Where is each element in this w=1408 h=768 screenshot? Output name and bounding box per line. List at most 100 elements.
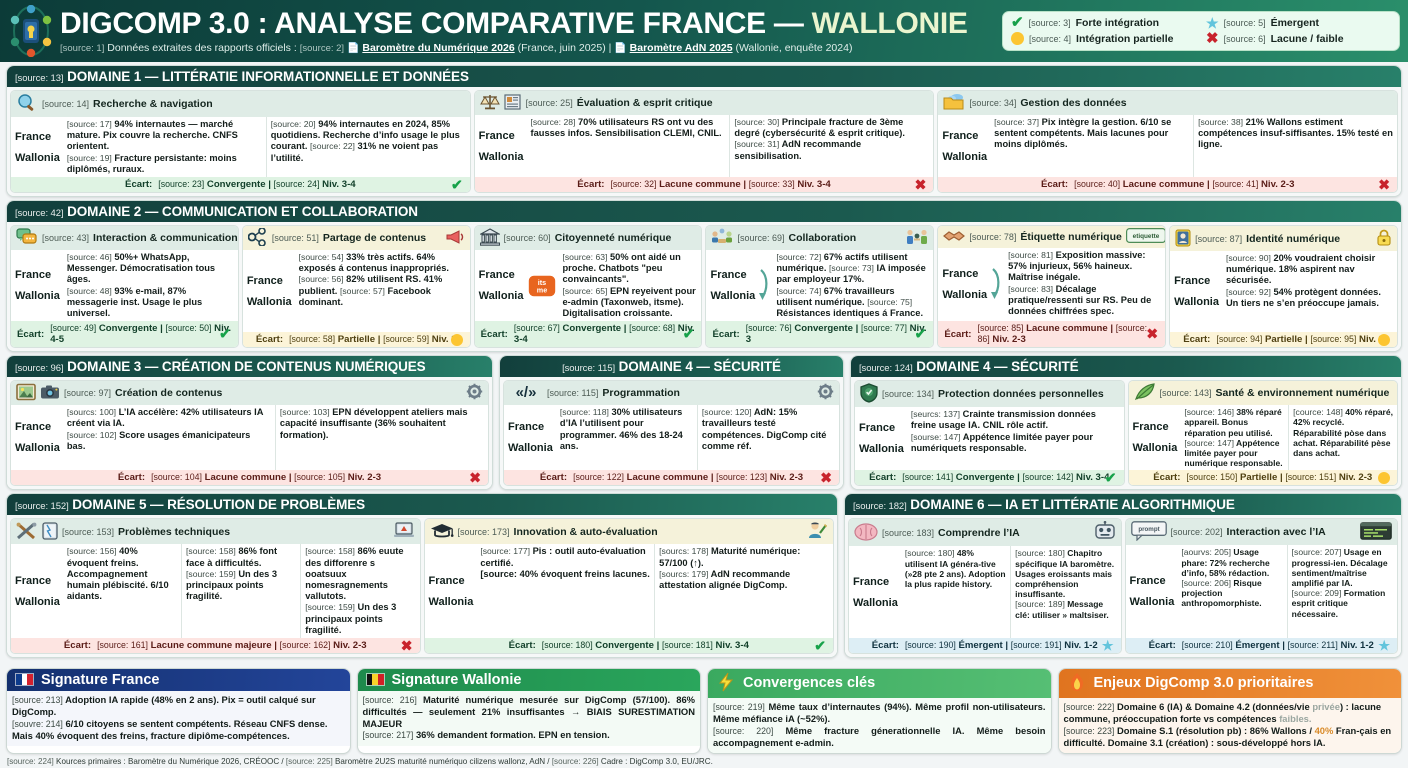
ecart-text: [source: 85] Lacune commune | [source: 8… — [977, 323, 1148, 346]
card-header: [source: 183] Comprendre l’IA — [849, 519, 1121, 547]
card-body: France Wallonia [source: 28] 70% utilisate… — [475, 115, 934, 178]
ecart-bar: Écart: [source: 94] Partielle | [source: … — [1170, 332, 1397, 348]
statement-line: [source: 103] EPN développent ateliers m… — [279, 407, 468, 440]
statement-line: [source: 81] Exposition massive: 57% inj… — [1008, 250, 1146, 283]
statement-column: [source: 72] 67% actifs utilisent numéri… — [772, 250, 933, 321]
ecart-label: Écart: — [508, 640, 536, 652]
check-icon: ✔ — [1011, 14, 1024, 31]
label-wallonia: Wallonia — [478, 150, 524, 163]
statement-column: [source: 46] 50%+ WhatsApp, Messenger. D… — [63, 250, 238, 321]
legend-item-label: Intégration partielle — [1076, 32, 1174, 45]
country-labels: France Wallonia — [11, 250, 63, 321]
source-ref: [source: 50] — [165, 323, 212, 334]
source-ref: [source: 17] — [66, 119, 112, 129]
summary-line: [souvre: 214] 6/10 citoyens se sentent c… — [12, 717, 328, 742]
statement-column: [source: 63] 50% ont aidé un proche. Cha… — [558, 250, 701, 321]
label-wallonia: Wallonia — [15, 151, 60, 164]
document-icon: 📄 — [614, 42, 627, 54]
source-ref: [source: 189] — [1015, 599, 1065, 610]
ecart-bar: Écart: [source: 210] Émergent | [source: … — [1125, 637, 1397, 654]
ecart-text: [source: 141] Convergente | [source: 142… — [902, 472, 1110, 484]
folder-cloud-icon — [943, 93, 965, 113]
subtitle-text-b: (France, juin 2025) | — [517, 41, 612, 54]
label-france: France — [15, 269, 52, 282]
source-ref: [sourcs: 178] — [659, 546, 709, 557]
graduation-cap-icon — [430, 522, 454, 542]
source-ref: [source: 65] — [562, 285, 608, 296]
source-ref: [source: 224] — [7, 757, 54, 766]
statement-column: [source: 118] 30% utilisateurs d’IA l’ut… — [556, 405, 697, 470]
card-title: Recherche & navigation — [93, 98, 213, 110]
statement-line: [source: 189] Message clé: utiliser » ma… — [1015, 599, 1109, 620]
card-header: [source: 60] Citoyenneté numérique — [474, 226, 702, 251]
statement-column: [seurcs: 137] Crainte transmission donné… — [907, 407, 1124, 470]
star-icon: ★ — [1378, 637, 1390, 653]
domain-title: DOMAINE 4 — SÉCURITÉ — [618, 359, 781, 375]
svg-text:prompt: prompt — [1138, 526, 1159, 533]
statement-line: [source: 30] Principale fracture de 3ème… — [734, 117, 905, 161]
france-flag-icon — [15, 673, 34, 687]
statement-columns: [source: 37] Pix intègre la gestion. 6/1… — [990, 115, 1397, 178]
label-wallonia: Wallonia — [428, 595, 474, 608]
handshake-icon — [943, 228, 966, 246]
page-title-highlight: WALLONIE — [811, 6, 968, 40]
source-ref: [source: 213] — [12, 694, 63, 705]
source-ref: [source: 3] — [1028, 18, 1071, 28]
barometre-adn-link[interactable]: Baromètre AdN 2025 — [629, 41, 733, 54]
domain-cards: «/» [source: 115] Programmation France Wallo… — [500, 377, 843, 490]
statement-column: [source: 120] AdN: 15% travailleurs test… — [696, 405, 839, 471]
card-header: [source: 97] Création de contenus — [11, 381, 488, 406]
barometre-numerique-link[interactable]: Baromètre du Numérique 2026 — [362, 41, 515, 54]
summary-title: Convergences clés — [743, 675, 876, 692]
label-wallonia: Wallonia — [942, 289, 988, 302]
source-ref: [source: 206] — [1181, 578, 1232, 589]
brain-icon — [854, 523, 878, 543]
source-ref: [source: 94] — [1216, 334, 1263, 345]
source-ref: [source: 181] — [661, 640, 713, 651]
statement-columns: [source: 180] 48% utilisent IA généra-ti… — [901, 546, 1121, 639]
label-france: France — [859, 422, 896, 435]
card-title: Comprendre l’IA — [938, 526, 1020, 539]
ecart-bar: Écart: [source: 76] Convergente | [source… — [706, 321, 934, 348]
statement-line: [source: 38] 21% Wallons estiment compét… — [1198, 117, 1393, 150]
country-labels: France Wallonia — [1170, 251, 1222, 332]
statement-line: [source: 83] Décalage pratique/ressenti … — [1008, 283, 1152, 317]
student-check-icon — [806, 521, 828, 542]
page-title-dash: — — [773, 6, 804, 40]
statement-column: [source: 146] 38% réparé appareil. Bonus… — [1180, 405, 1288, 470]
summary-body: [source: 213] Adoption IA rapide (48% en… — [7, 690, 350, 746]
domain-title: DOMAINE 4 — SÉCURITÉ — [916, 359, 1079, 375]
card-body: France Wallonia [source: 37] Pix intègre l… — [938, 115, 1397, 178]
source-ref: [source: 85] — [977, 323, 1024, 334]
page-header: DIGCOMP 3.0 : ANALYSE COMPARATIVE FRANCE… — [0, 0, 1408, 62]
statement-columns: [source: 17] 94% internautes — marché ma… — [63, 117, 470, 178]
statement-line: [source: 156] 40% évoquent freins. Accom… — [66, 546, 169, 602]
source-ref: [cource: 148] — [1293, 407, 1343, 418]
statement-line: [aourvs: 205] Usage phare: 72% recherche… — [1181, 547, 1270, 578]
summary-body: [source: 219] Même taux d’internautes (9… — [708, 697, 1051, 753]
ecart-label: Écart: — [117, 472, 146, 484]
summary-line: [source: 220] Même fracture génerationne… — [713, 724, 1046, 749]
card-title: Gestion des données — [1020, 97, 1127, 109]
cross-icon: ✖ — [820, 469, 832, 486]
header-subtitle: [source: 1] Données extraites des rappor… — [60, 42, 994, 55]
summary-title: Signature France — [41, 671, 160, 688]
svg-text:«/»: «/» — [516, 384, 537, 400]
ecart-bar: Écart: [source: 67] Convergente | [source… — [474, 321, 702, 348]
source-ref: [source: 90] — [1225, 253, 1271, 264]
source-ref: [source: 20] — [270, 119, 316, 129]
belgium-flag-icon — [365, 673, 385, 687]
source-ref: [source: 216] — [362, 694, 417, 705]
statement-column: [source: 20] 94% internautes en 2024, 85… — [265, 117, 470, 178]
legend-item: ✖ [source: 6] Lacune / faible — [1206, 31, 1391, 46]
source-ref: [source: 159] — [305, 602, 355, 613]
domain-header: [source: 152] DOMAINE 5 — RÉSOLUTION DE … — [7, 494, 837, 516]
competence-card: [source: 51] Partage de contenus France Wal… — [241, 225, 471, 349]
source-ref: [source: 14] — [42, 99, 90, 109]
ecart-text: [source: 32] Lacune commune | [source: 3… — [610, 179, 831, 191]
competence-card: [source: 78] Étiquette numérique etiquette… — [937, 225, 1167, 349]
dot-icon — [450, 333, 463, 346]
source-ref: [source: 31] — [734, 139, 780, 150]
source-ref: [source: 75] — [867, 296, 913, 307]
check-icon: ✔ — [914, 325, 927, 342]
